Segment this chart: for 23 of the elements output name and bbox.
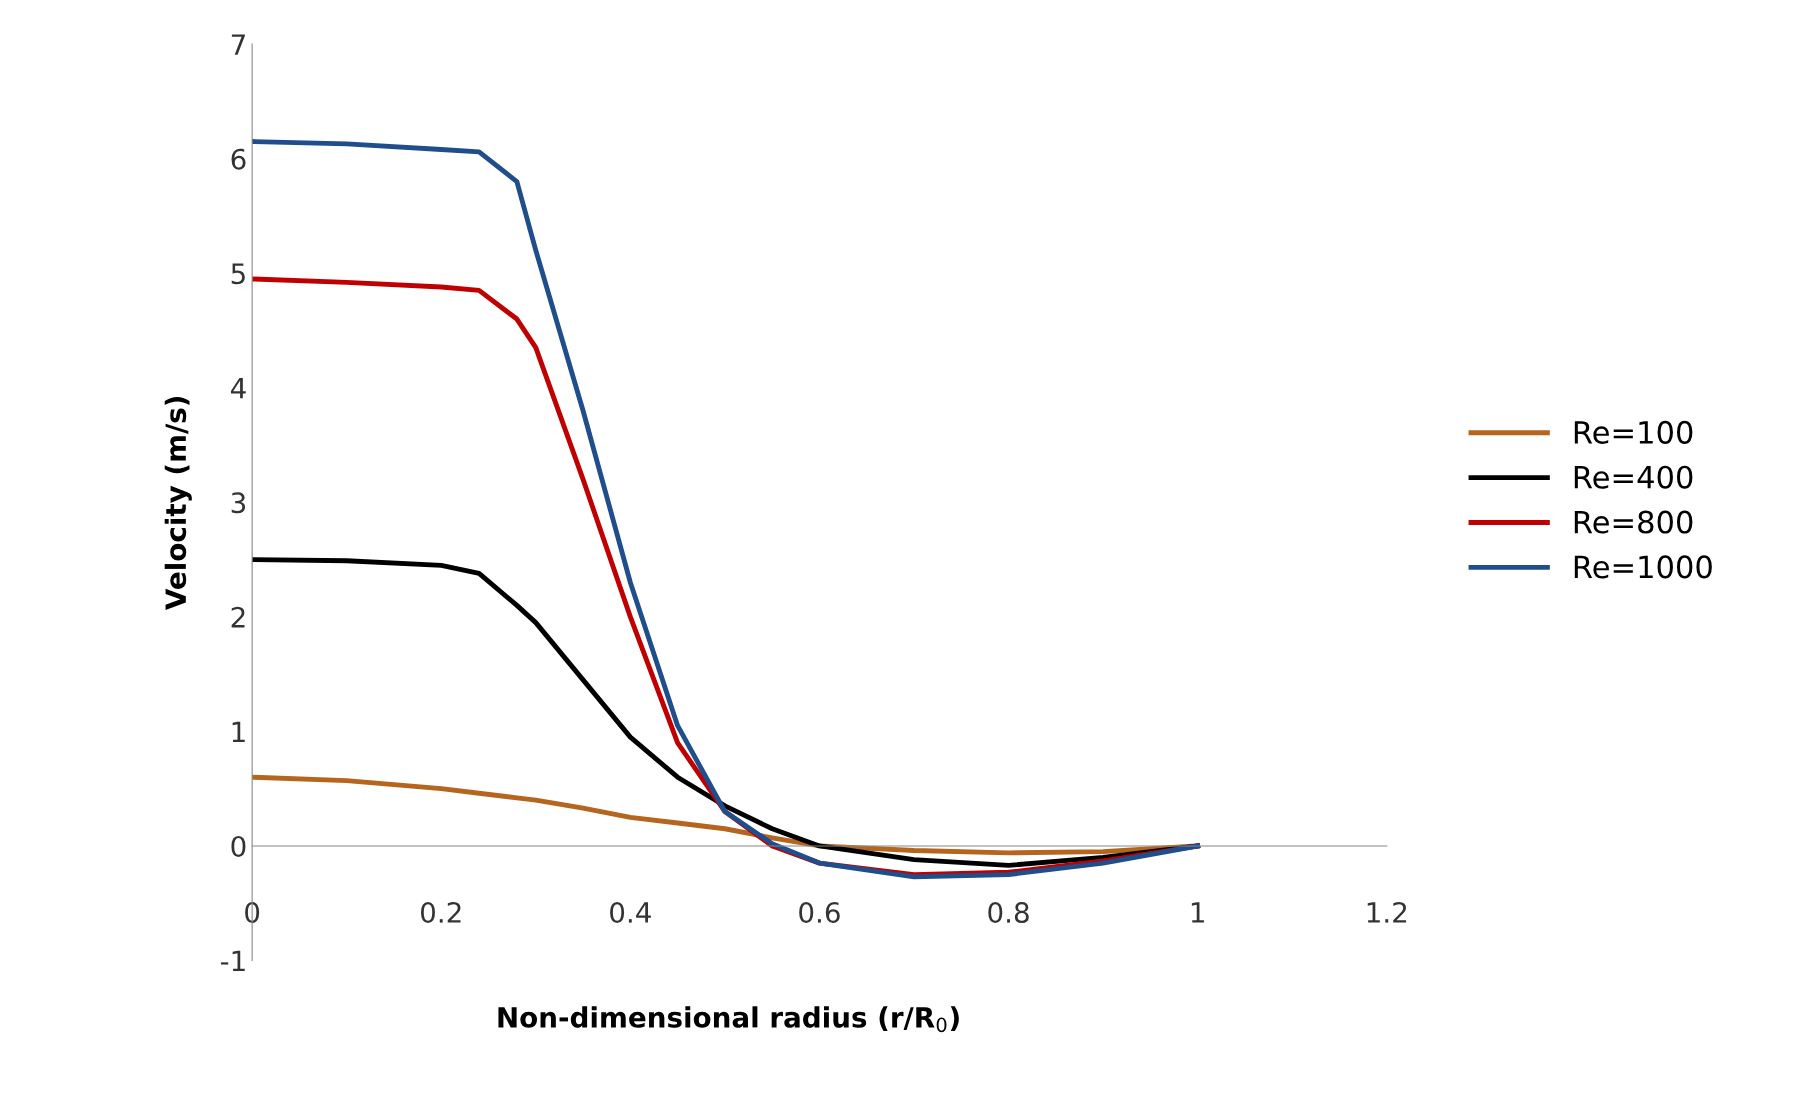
x-tick-label: 0.8	[988, 901, 1029, 923]
y-tick-label: 2	[231, 606, 245, 628]
y-tick-label: 4	[230, 378, 246, 399]
x-tick-label: 0	[245, 901, 260, 923]
legend-label: Re=100	[1574, 420, 1693, 444]
legend-label: Re=400	[1574, 465, 1693, 489]
y-tick-label: 3	[231, 492, 246, 514]
y-axis-title: Velocity (m/s)	[164, 396, 192, 610]
y-tick-label: 6	[231, 148, 246, 170]
y-tick-label: 5	[231, 263, 245, 285]
x-tick-label: 0.4	[610, 901, 651, 923]
y-tick-label: 7	[231, 34, 245, 55]
y-tick-label: 0	[231, 835, 246, 857]
x-tick-label: 1	[1191, 902, 1204, 923]
x-tick-label: 0.2	[420, 901, 461, 923]
line-series	[252, 139, 1201, 880]
x-tick-label: 1.2	[1367, 901, 1407, 923]
legend-label: Re=1000	[1574, 555, 1712, 579]
y-tick-label: -1	[220, 950, 245, 972]
x-axis-title: Non-dimensional radius (r/R$_{0}$)	[498, 1006, 959, 1033]
x-tick-label: 0.6	[799, 901, 840, 923]
legend-label: Re=800	[1574, 510, 1693, 534]
y-tick-label: 1	[232, 721, 245, 742]
